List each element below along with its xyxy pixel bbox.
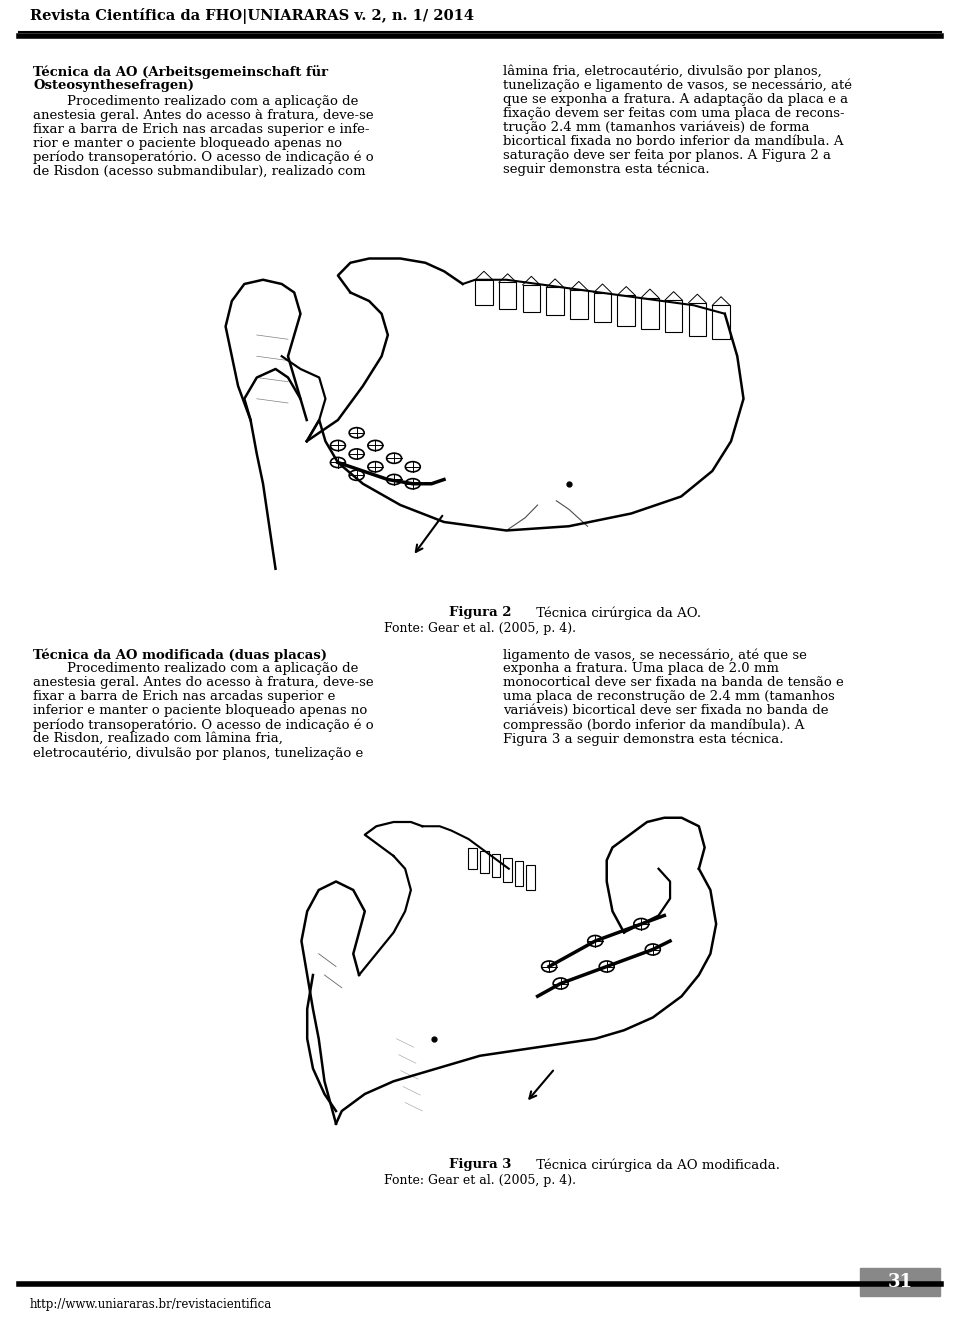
Text: variáveis) bicortical deve ser fixada no banda de: variáveis) bicortical deve ser fixada no…: [503, 704, 828, 717]
Polygon shape: [503, 858, 512, 882]
Polygon shape: [480, 851, 489, 873]
Text: Técnica da AO (Arbeitsgemeinschaft für: Técnica da AO (Arbeitsgemeinschaft für: [33, 65, 328, 79]
Polygon shape: [468, 847, 477, 869]
Text: eletrocautério, divulsão por planos, tunelização e: eletrocautério, divulsão por planos, tun…: [33, 746, 363, 759]
Text: período transoperatório. O acesso de indicação é o: período transoperatório. O acesso de ind…: [33, 152, 373, 165]
Text: ligamento de vasos, se necessário, até que se: ligamento de vasos, se necessário, até q…: [503, 648, 806, 662]
Text: Osteosynthesefragen): Osteosynthesefragen): [33, 79, 194, 92]
Text: Figura 2: Figura 2: [448, 606, 512, 619]
Polygon shape: [515, 861, 523, 886]
Text: fixar a barra de Erich nas arcadas superior e infe-: fixar a barra de Erich nas arcadas super…: [33, 123, 370, 136]
Text: Figura 3 a seguir demonstra esta técnica.: Figura 3 a seguir demonstra esta técnica…: [503, 731, 783, 746]
Text: anestesia geral. Antes do acesso à fratura, deve-se: anestesia geral. Antes do acesso à fratu…: [33, 676, 373, 689]
Text: fixar a barra de Erich nas arcadas superior e: fixar a barra de Erich nas arcadas super…: [33, 691, 335, 702]
Text: tunelização e ligamento de vasos, se necessário, até: tunelização e ligamento de vasos, se nec…: [503, 79, 852, 92]
Text: Procedimento realizado com a aplicação de: Procedimento realizado com a aplicação d…: [33, 95, 358, 108]
Text: monocortical deve ser fixada na banda de tensão e: monocortical deve ser fixada na banda de…: [503, 676, 844, 689]
Text: rior e manter o paciente bloqueado apenas no: rior e manter o paciente bloqueado apena…: [33, 137, 342, 150]
Text: bicortical fixada no bordo inferior da mandíbula. A: bicortical fixada no bordo inferior da m…: [503, 134, 844, 148]
Text: seguir demonstra esta técnica.: seguir demonstra esta técnica.: [503, 163, 709, 177]
Text: Procedimento realizado com a aplicação de: Procedimento realizado com a aplicação d…: [33, 662, 358, 675]
Text: fixação devem ser feitas com uma placa de recons-: fixação devem ser feitas com uma placa d…: [503, 107, 845, 120]
Text: Fonte: Gear et al. (2005, p. 4).: Fonte: Gear et al. (2005, p. 4).: [384, 622, 576, 635]
Text: inferior e manter o paciente bloqueado apenas no: inferior e manter o paciente bloqueado a…: [33, 704, 368, 717]
Text: http://www.uniararas.br/revistacientifica: http://www.uniararas.br/revistacientific…: [30, 1298, 273, 1311]
Text: saturação deve ser feita por planos. A Figura 2 a: saturação deve ser feita por planos. A F…: [503, 149, 831, 162]
Text: lâmina fria, eletrocautério, divulsão por planos,: lâmina fria, eletrocautério, divulsão po…: [503, 65, 822, 79]
Text: exponha a fratura. Uma placa de 2.0 mm: exponha a fratura. Uma placa de 2.0 mm: [503, 662, 779, 675]
Text: Técnica cirúrgica da AO modificada.: Técnica cirúrgica da AO modificada.: [532, 1159, 780, 1172]
Text: uma placa de reconstrução de 2.4 mm (tamanhos: uma placa de reconstrução de 2.4 mm (tam…: [503, 691, 835, 702]
Polygon shape: [526, 865, 535, 890]
Text: Fonte: Gear et al. (2005, p. 4).: Fonte: Gear et al. (2005, p. 4).: [384, 1174, 576, 1188]
Text: 31: 31: [887, 1273, 913, 1292]
FancyBboxPatch shape: [860, 1268, 940, 1296]
Text: Técnica cirúrgica da AO.: Técnica cirúrgica da AO.: [532, 606, 701, 619]
Text: de Risdon, realizado com lâmina fria,: de Risdon, realizado com lâmina fria,: [33, 731, 283, 745]
Text: Técnica da AO modificada (duas placas): Técnica da AO modificada (duas placas): [33, 648, 327, 662]
Text: anestesia geral. Antes do acesso à fratura, deve-se: anestesia geral. Antes do acesso à fratu…: [33, 109, 373, 123]
Text: de Risdon (acesso submandibular), realizado com: de Risdon (acesso submandibular), realiz…: [33, 165, 366, 178]
Text: Revista Científica da FHO|UNIARARAS v. 2, n. 1/ 2014: Revista Científica da FHO|UNIARARAS v. 2…: [30, 8, 474, 24]
Text: Figura 3: Figura 3: [449, 1159, 511, 1170]
Polygon shape: [492, 854, 500, 878]
Text: que se exponha a fratura. A adaptação da placa e a: que se exponha a fratura. A adaptação da…: [503, 94, 848, 105]
Text: período transoperatório. O acesso de indicação é o: período transoperatório. O acesso de ind…: [33, 718, 373, 731]
Text: trução 2.4 mm (tamanhos variáveis) de forma: trução 2.4 mm (tamanhos variáveis) de fo…: [503, 121, 809, 134]
Text: compressão (bordo inferior da mandíbula). A: compressão (bordo inferior da mandíbula)…: [503, 718, 804, 731]
